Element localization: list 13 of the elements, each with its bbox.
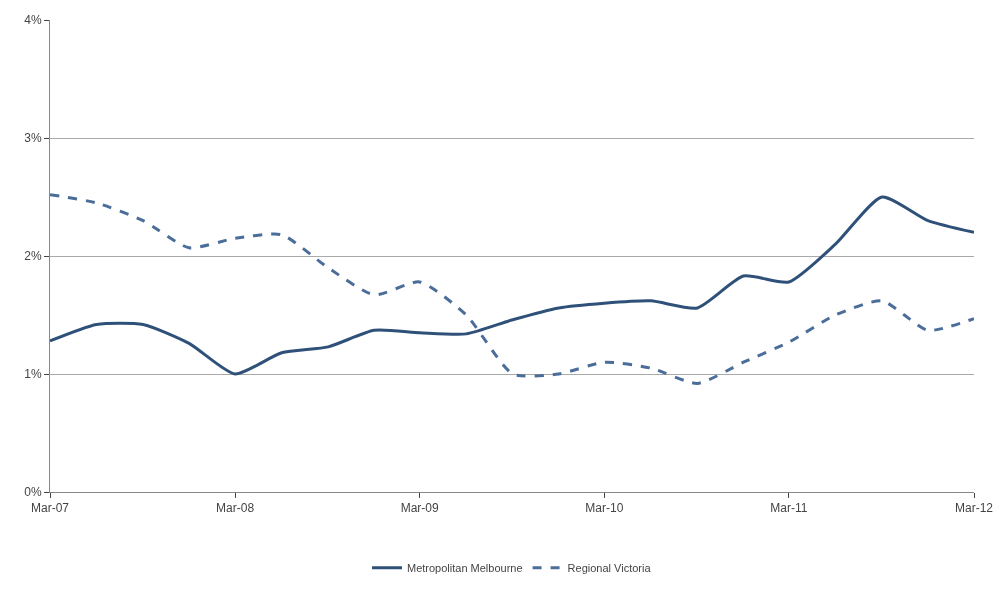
x-tick-label: Mar-12: [954, 501, 994, 516]
y-tick-label: 1%: [24, 367, 42, 382]
y-tick-label: 0%: [24, 485, 42, 500]
legend-label: Regional Victoria: [567, 562, 652, 575]
legend-label: Metropolitan Melbourne: [407, 562, 523, 575]
x-tick-label: Mar-11: [770, 501, 808, 516]
y-tick-label: 4%: [24, 13, 42, 28]
x-tick-label: Mar-09: [400, 501, 440, 516]
y-tick-label: 2%: [24, 249, 42, 264]
y-tick-label: 3%: [24, 131, 42, 146]
x-tick-label: Mar-08: [216, 501, 255, 516]
x-tick-label: Mar-10: [585, 501, 624, 516]
x-tick-label: Mar-07: [30, 501, 70, 516]
